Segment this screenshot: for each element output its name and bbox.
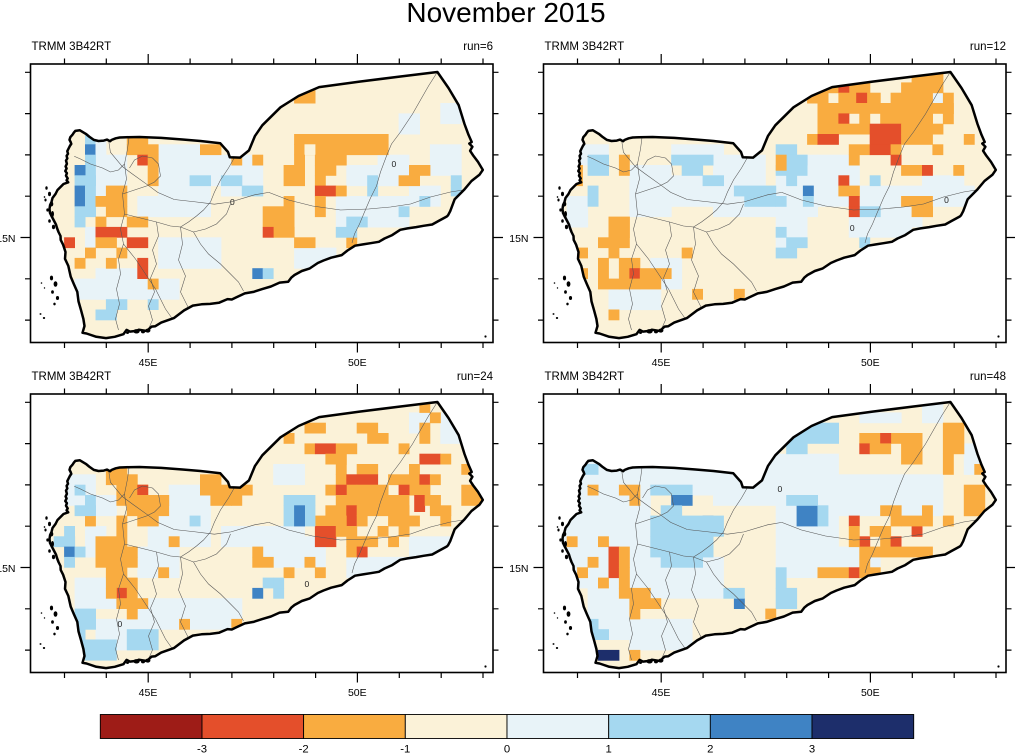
- svg-text:45E: 45E: [652, 357, 671, 369]
- svg-text:50E: 50E: [861, 687, 880, 699]
- svg-text:run=12: run=12: [970, 41, 1006, 53]
- svg-text:0: 0: [504, 744, 510, 754]
- svg-text:50E: 50E: [348, 357, 367, 369]
- svg-text:0: 0: [850, 223, 855, 233]
- svg-text:TRMM 3B42RT: TRMM 3B42RT: [545, 41, 625, 53]
- svg-text:0: 0: [392, 159, 397, 169]
- svg-text:15N: 15N: [509, 563, 528, 575]
- svg-text:2: 2: [707, 744, 713, 754]
- svg-text:run=48: run=48: [970, 371, 1006, 383]
- svg-text:run=6: run=6: [463, 41, 493, 53]
- svg-text:TRMM 3B42RT: TRMM 3B42RT: [32, 41, 112, 53]
- svg-text:TRMM 3B42RT: TRMM 3B42RT: [545, 371, 625, 383]
- svg-text:0: 0: [305, 579, 310, 589]
- svg-text:45E: 45E: [139, 357, 158, 369]
- svg-text:-1: -1: [400, 744, 410, 754]
- svg-text:50E: 50E: [861, 357, 880, 369]
- svg-text:15N: 15N: [0, 563, 16, 575]
- svg-text:45E: 45E: [139, 687, 158, 699]
- svg-text:15N: 15N: [509, 233, 528, 245]
- svg-text:1: 1: [606, 744, 612, 754]
- svg-text:-3: -3: [197, 744, 207, 754]
- svg-text:0: 0: [118, 619, 123, 629]
- svg-text:TRMM 3B42RT: TRMM 3B42RT: [32, 371, 112, 383]
- svg-text:45E: 45E: [652, 687, 671, 699]
- svg-text:3: 3: [809, 744, 815, 754]
- svg-text:0: 0: [778, 484, 783, 494]
- svg-text:15N: 15N: [0, 233, 16, 245]
- svg-text:run=24: run=24: [457, 371, 494, 383]
- svg-text:-2: -2: [299, 744, 309, 754]
- svg-text:50E: 50E: [348, 687, 367, 699]
- svg-text:0: 0: [944, 195, 949, 205]
- svg-text:0: 0: [230, 197, 235, 207]
- svg-text:November 2015: November 2015: [406, 0, 605, 28]
